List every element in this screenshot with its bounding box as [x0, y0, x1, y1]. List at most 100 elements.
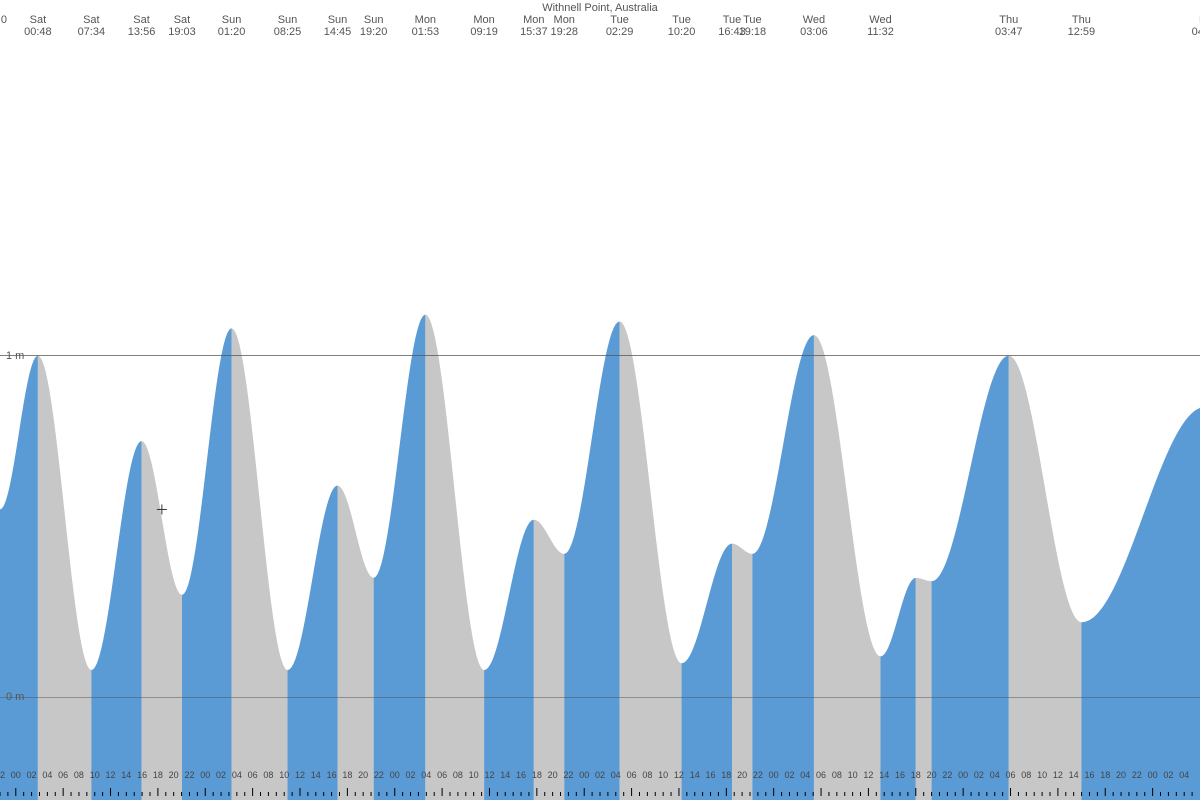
event-time: 01:53	[412, 26, 440, 38]
event-day: Sat	[78, 14, 106, 26]
event-time: 00:48	[24, 26, 52, 38]
hour-label: 14	[690, 770, 700, 780]
tide-event-label: Mon09:19	[470, 14, 498, 38]
event-time: 19:03	[168, 26, 196, 38]
tide-event-label: Wed03:06	[800, 14, 828, 38]
hour-label: 14	[121, 770, 131, 780]
hour-label: 02	[974, 770, 984, 780]
hour-label: 00	[1148, 770, 1158, 780]
tide-event-label: Wed11:32	[867, 14, 894, 38]
hour-label: 12	[674, 770, 684, 780]
tide-event-label: Thu03:47	[995, 14, 1023, 38]
tide-falling-segment	[232, 328, 288, 800]
hour-label: 12	[106, 770, 116, 780]
tide-rising-segment	[881, 578, 916, 800]
tide-event-label: Sun01:20	[218, 14, 246, 38]
tide-event-label: Mon01:53	[412, 14, 440, 38]
tide-falling-segment	[38, 356, 91, 800]
hour-label: 00	[200, 770, 210, 780]
event-day: Sun	[274, 14, 302, 26]
hour-label: 18	[153, 770, 163, 780]
event-time: 13:56	[128, 26, 156, 38]
tide-event-label: Thu12:59	[1068, 14, 1096, 38]
hour-label: 20	[548, 770, 558, 780]
tide-rising-segment	[682, 544, 732, 800]
hour-label: 00	[769, 770, 779, 780]
tide-event-label: Mon15:37	[520, 14, 548, 38]
event-time: 15:37	[520, 26, 548, 38]
tide-event-label: Tue02:29	[606, 14, 634, 38]
tide-event-label: Fri04:41	[1192, 14, 1200, 38]
hour-label: 04	[421, 770, 431, 780]
tide-falling-segment	[534, 520, 564, 800]
event-day: Thu	[995, 14, 1023, 26]
hour-label: 16	[516, 770, 526, 780]
hour-label: 04	[800, 770, 810, 780]
event-day: Tue	[606, 14, 634, 26]
event-day: Thu	[1068, 14, 1096, 26]
tide-falling-segment	[425, 315, 484, 800]
hour-label: 08	[74, 770, 84, 780]
tide-event-label: Sat07:34	[78, 14, 106, 38]
hour-label: 00	[579, 770, 589, 780]
hour-label: 10	[1037, 770, 1047, 780]
hour-label: 00	[11, 770, 21, 780]
tide-rising-segment	[1081, 407, 1200, 800]
hour-label: 14	[311, 770, 321, 780]
hour-label: 02	[27, 770, 37, 780]
hour-label: 02	[784, 770, 794, 780]
tide-rising-segment	[288, 486, 338, 800]
hour-label: 16	[706, 770, 716, 780]
hour-label: 22	[753, 770, 763, 780]
hour-label: 18	[532, 770, 542, 780]
hour-label: 02	[595, 770, 605, 780]
tide-event-label: Sat19:03	[168, 14, 196, 38]
hour-label: 10	[90, 770, 100, 780]
tide-falling-segment	[732, 544, 752, 800]
event-time: 09:19	[470, 26, 498, 38]
tide-event-label: Mon19:28	[550, 14, 578, 38]
event-day: Sun	[324, 14, 352, 26]
hour-label: 00	[958, 770, 968, 780]
event-day: Sun	[360, 14, 388, 26]
hour-label: 10	[658, 770, 668, 780]
hour-label: 22	[374, 770, 384, 780]
hour-label: 14	[879, 770, 889, 780]
hour-label: 18	[342, 770, 352, 780]
hour-label: 08	[1021, 770, 1031, 780]
tide-rising-segment	[374, 315, 426, 800]
event-day: Mon	[470, 14, 498, 26]
event-time: 19:28	[550, 26, 578, 38]
event-day: Mon	[550, 14, 578, 26]
event-time: 02:29	[606, 26, 634, 38]
event-day: Wed	[867, 14, 894, 26]
hour-label: 06	[437, 770, 447, 780]
event-day: Tue	[668, 14, 696, 26]
tide-rising-segment	[484, 520, 534, 800]
hour-label: 22	[563, 770, 573, 780]
tide-falling-segment	[338, 486, 374, 800]
hour-label: 20	[358, 770, 368, 780]
tide-falling-segment	[814, 335, 881, 800]
tide-rising-segment	[182, 328, 232, 800]
tide-rising-segment	[91, 441, 141, 800]
hour-label: 14	[500, 770, 510, 780]
tide-chart: Withnell Point, Australia 0Sat00:48Sat07…	[0, 0, 1200, 800]
hour-label: 14	[1069, 770, 1079, 780]
hour-label: 08	[263, 770, 273, 780]
event-time: 08:25	[274, 26, 302, 38]
hour-label: 20	[169, 770, 179, 780]
event-time: 12:59	[1068, 26, 1096, 38]
hour-label: 22	[184, 770, 194, 780]
tide-falling-segment	[916, 578, 932, 800]
hour-label: 02	[216, 770, 226, 780]
event-day: Tue	[739, 14, 767, 26]
event-time: 19:20	[360, 26, 388, 38]
hour-label: 04	[1179, 770, 1189, 780]
event-day: Fri	[1192, 14, 1200, 26]
tide-rising-segment	[564, 321, 619, 800]
event-time: 19:18	[739, 26, 767, 38]
hour-label: 06	[58, 770, 68, 780]
tide-falling-segment	[1009, 356, 1082, 800]
hour-label: 06	[1006, 770, 1016, 780]
